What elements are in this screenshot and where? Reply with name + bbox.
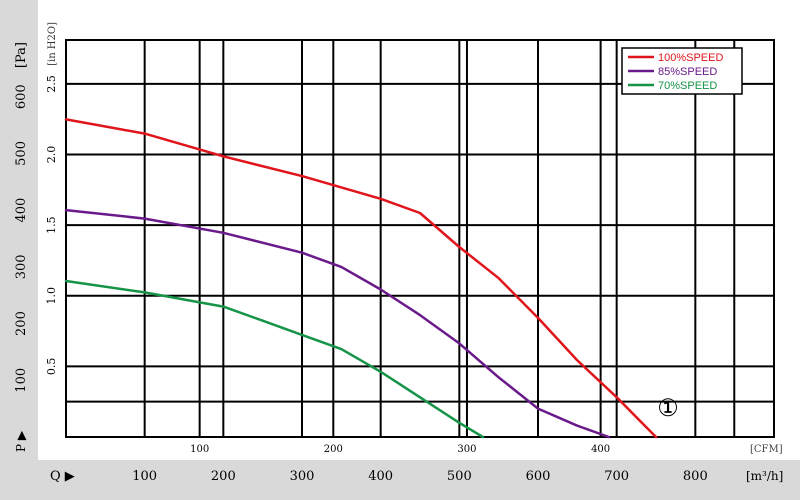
q-axis-symbol: Q ▶ xyxy=(50,469,75,484)
plot-area xyxy=(66,40,774,437)
left-axis-band xyxy=(0,0,38,500)
m3h-tick-label: 300 xyxy=(290,469,315,484)
legend: 100%SPEED 85%SPEED 70%SPEED xyxy=(621,47,743,95)
inh2o-tick-label: 2.0 xyxy=(45,146,58,164)
pa-tick-label: 500 xyxy=(14,141,29,166)
pa-tick-label: 200 xyxy=(14,311,29,336)
m3h-tick-label: 800 xyxy=(683,469,708,484)
grid-horizontal xyxy=(66,82,774,403)
pa-tick-label: 400 xyxy=(14,198,29,223)
m3h-tick-label: 400 xyxy=(368,469,393,484)
legend-label: 70%SPEED xyxy=(658,80,717,92)
curves xyxy=(64,118,658,439)
m3h-tick-label: 100 xyxy=(132,469,157,484)
bottom-axis-band xyxy=(0,460,800,500)
inh2o-axis-label: [in H2O] xyxy=(47,22,58,66)
inh2o-tick-label: 0.5 xyxy=(45,358,58,376)
plot-frame xyxy=(65,39,775,438)
m3h-tick-label: 700 xyxy=(604,469,629,484)
inh2o-tick-label: 1.0 xyxy=(45,287,58,305)
m3h-tick-label: 200 xyxy=(211,469,236,484)
m3h-tick-labels: 100 200 300 400 500 600 700 800 xyxy=(132,469,707,484)
cfm-tick-label: 300 xyxy=(457,444,476,455)
cfm-tick-labels: 100 200 300 400 xyxy=(190,444,610,455)
pa-tick-label: 100 xyxy=(14,368,29,393)
inh2o-tick-label: 2.5 xyxy=(45,75,58,93)
cfm-axis-label: [CFM] xyxy=(750,444,783,455)
legend-label: 100%SPEED xyxy=(658,52,723,64)
cfm-tick-label: 200 xyxy=(324,444,343,455)
p-axis-symbol: P ▶ xyxy=(14,430,28,452)
grid-vertical xyxy=(143,40,736,437)
inh2o-tick-label: 1.5 xyxy=(45,216,58,234)
pa-tick-label: 300 xyxy=(14,254,29,279)
pa-tick-labels: 100 200 300 400 500 600 xyxy=(14,84,29,392)
m3h-tick-label: 500 xyxy=(447,469,472,484)
series-line-3 xyxy=(64,279,485,439)
cfm-tick-label: 400 xyxy=(591,444,610,455)
m3h-tick-label: 600 xyxy=(526,469,551,484)
pa-axis-label: [Pa] xyxy=(14,42,29,68)
pa-tick-label: 600 xyxy=(14,84,29,109)
series-line-1 xyxy=(64,118,658,439)
curve-number-annotation: ① xyxy=(657,394,679,422)
legend-label: 85%SPEED xyxy=(658,66,717,78)
series-line-2 xyxy=(64,208,611,439)
m3h-axis-label: [m³/h] xyxy=(746,469,783,483)
cfm-tick-label: 100 xyxy=(190,444,209,455)
inh2o-tick-labels: 0.5 1.0 1.5 2.0 2.5 xyxy=(45,75,58,375)
